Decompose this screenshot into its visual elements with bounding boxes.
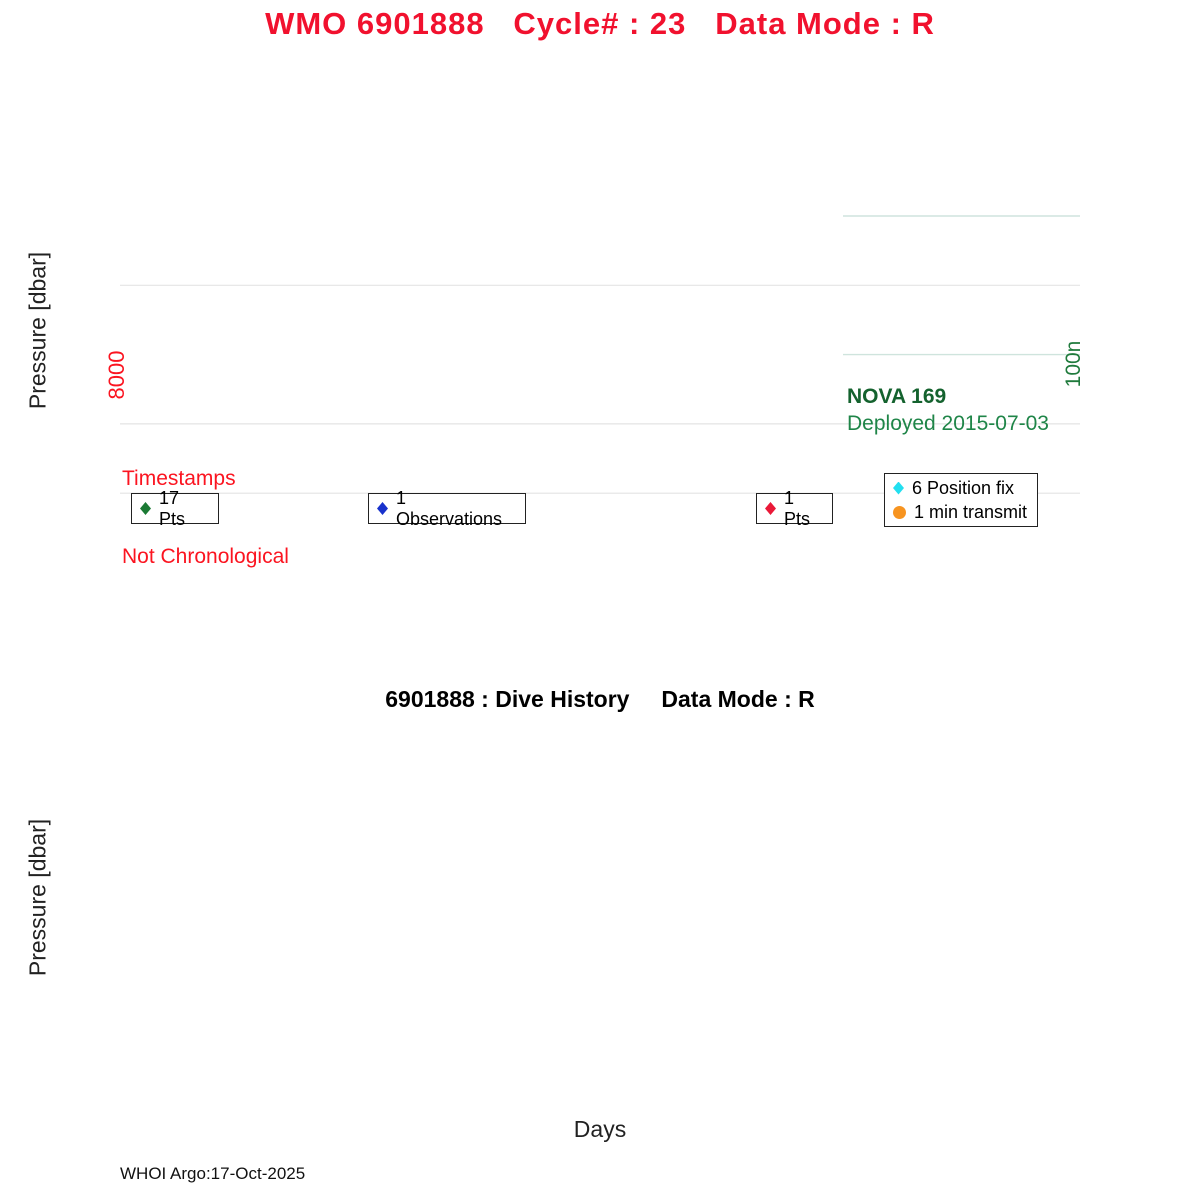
legend-position-fix-label: 6 Position fix xyxy=(912,477,1015,498)
surface-line-annotation: 100n xyxy=(1062,340,1085,388)
bottom-chart-x-axis-title: Days xyxy=(573,1116,627,1142)
dive-history-title: 6901888 : Dive History Data Mode : R xyxy=(385,686,815,712)
timestamps-warning-line2: Not Chronological xyxy=(122,545,289,568)
pressure-8000-annotation: 8000 xyxy=(104,350,129,400)
position-fix-diamond-icon xyxy=(893,481,904,495)
drift-diamond-icon xyxy=(377,502,388,515)
top-chart-y-axis-title: Pressure [dbar] xyxy=(24,251,51,410)
legend-descent-points: 17 Pts xyxy=(131,488,219,529)
legend-descent-label: 17 Pts xyxy=(159,487,186,529)
descent-diamond-icon xyxy=(140,502,151,515)
page-title: WMO 6901888 Cycle# : 23 Data Mode : R xyxy=(265,6,935,41)
legend-drift-observations: 1 Observations xyxy=(368,488,526,529)
legend-ascent-label: 1 Pts xyxy=(784,487,811,529)
float-name-label: NOVA 169 xyxy=(847,385,947,408)
transmit-circle-icon xyxy=(893,505,906,519)
bottom-chart-y-axis-title: Pressure [dbar] xyxy=(24,818,51,977)
legend-drift-label: 1 Observations xyxy=(396,487,503,529)
timestamps-warning: Timestamps Not Chronological xyxy=(122,414,289,622)
timestamps-warning-line1: Timestamps xyxy=(122,467,236,490)
footer-credit: WHOI Argo:17-Oct-2025 xyxy=(120,1164,306,1183)
deployed-date-label: Deployed 2015-07-03 xyxy=(847,412,1049,435)
ascent-diamond-icon xyxy=(765,502,776,515)
legend-ascent-points: 1 Pts xyxy=(756,488,833,529)
legend-surface-telemetry: 6 Position fix 1 min transmit xyxy=(884,473,1038,527)
legend-transmit-label: 1 min transmit xyxy=(914,501,1028,522)
